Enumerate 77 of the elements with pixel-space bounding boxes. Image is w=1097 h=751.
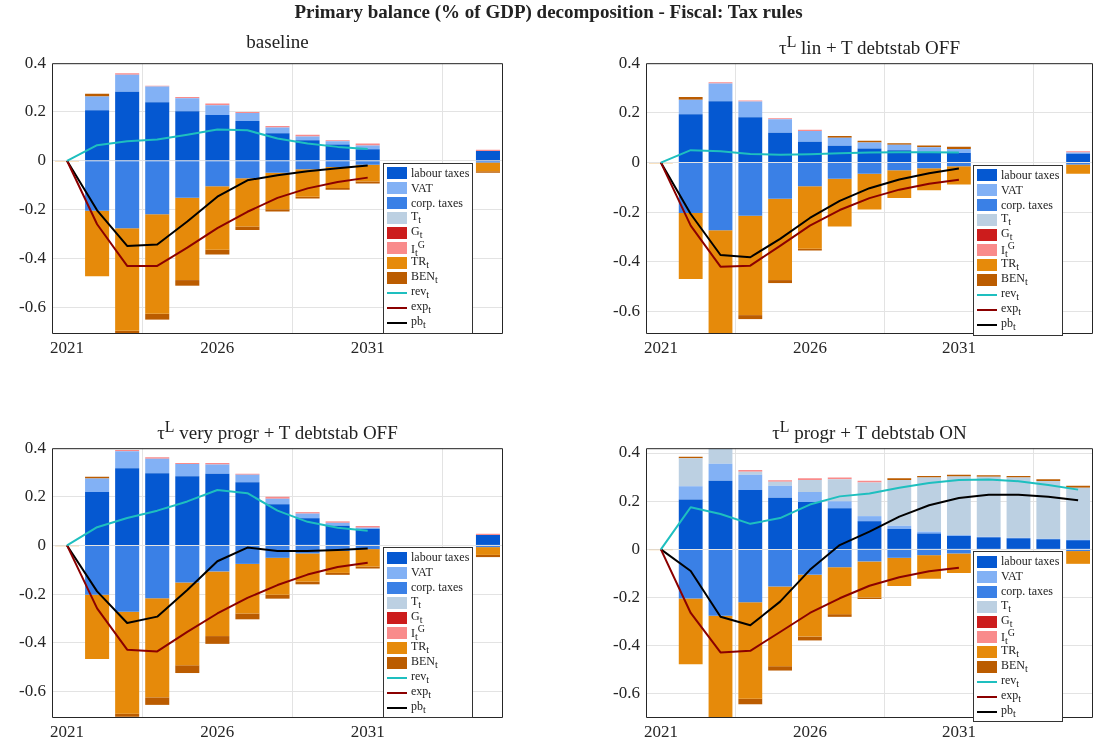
y-tick-label: 0.4 [618, 52, 641, 72]
y-tick-label: 0 [37, 150, 46, 170]
y-tick-label: 0.2 [24, 101, 46, 121]
x-tick-label: 2031 [941, 721, 976, 741]
legend-label: VAT [1001, 569, 1023, 585]
y-tick-label: -0.2 [613, 201, 640, 221]
y-tick-label: -0.6 [19, 680, 46, 700]
legend-label: BEN$_{t}$ [411, 653, 438, 671]
y-tick-label: -0.4 [19, 247, 47, 267]
y-tick-label: -0.4 [19, 632, 47, 652]
legend-label: labour taxes [1001, 167, 1060, 183]
y-tick-label: -0.6 [613, 301, 640, 321]
y-tick-label: -0.4 [613, 635, 641, 655]
legend-label: G$_{t}$ [411, 224, 423, 241]
chart-title: τ$^{L}$ very progr + T debtstab OFF [156, 417, 399, 445]
legend-label: rev$_{t}$ [1001, 285, 1020, 303]
x-tick-label: 2026 [792, 721, 827, 741]
legend-label: corp. taxes [1001, 197, 1053, 213]
legend-label: rev$_{t}$ [1001, 672, 1020, 690]
x-tick-label: 2021 [643, 721, 678, 741]
y-tick-label: -0.2 [19, 583, 46, 603]
y-tick-label: 0.4 [618, 442, 641, 462]
legend-label: T$_{t}$ [411, 209, 422, 226]
legend-label: VAT [411, 180, 433, 196]
legend-label: BEN$_{t}$ [1001, 270, 1028, 288]
legend-label: pb$_{t}$ [1001, 702, 1016, 722]
legend-label: exp$_{t}$ [1001, 300, 1022, 318]
x-tick-label: 2031 [941, 337, 976, 357]
legend-label: corp. taxes [411, 580, 463, 596]
legend-label: pb$_{t}$ [411, 698, 426, 718]
legend-label: labour taxes [411, 165, 470, 181]
y-tick-label: -0.6 [19, 296, 46, 316]
legend-label: rev$_{t}$ [411, 284, 430, 301]
x-tick-label: 2021 [50, 721, 85, 741]
legend-label: pb$_{t}$ [411, 314, 426, 333]
y-tick-label: -0.2 [613, 587, 640, 607]
legend-label: exp$_{t}$ [411, 683, 432, 701]
x-tick-label: 2021 [643, 337, 678, 357]
legend-label: VAT [411, 565, 433, 581]
text: Primary balance (% of GDP) decomposition - Fiscal: Tax rules [293, 0, 804, 24]
legend-label: rev$_{t}$ [411, 668, 430, 686]
y-tick-label: 0.4 [24, 52, 47, 72]
y-tick-label: 0 [37, 534, 46, 554]
legend-label: corp. taxes [411, 195, 463, 211]
x-tick-label: 2026 [200, 337, 235, 357]
legend-label: T$_{t}$ [411, 593, 422, 611]
y-tick-label: -0.6 [613, 683, 640, 703]
chart-subtitle: baseline [245, 31, 310, 53]
y-tick-label: 0.2 [618, 490, 640, 510]
chart-title: τ$^{L}$ lin + T debtstab OFF [778, 32, 961, 60]
y-tick-label: 0 [631, 538, 640, 558]
x-tick-label: 2021 [50, 337, 85, 357]
y-tick-label: 0.2 [618, 102, 640, 122]
y-tick-label: 0 [631, 152, 640, 172]
legend-label: corp. taxes [1001, 584, 1053, 600]
legend-label: labour taxes [411, 550, 470, 566]
legend-label: exp$_{t}$ [1001, 687, 1022, 705]
x-tick-label: 2031 [350, 721, 385, 741]
x-tick-label: 2026 [792, 337, 827, 357]
y-tick-label: -0.2 [19, 199, 46, 219]
legend-label: VAT [1001, 182, 1023, 198]
legend-label: labour taxes [1001, 554, 1060, 570]
y-tick-label: -0.4 [613, 251, 641, 271]
legend-label: T$_{t}$ [1001, 597, 1012, 615]
y-tick-label: 0.2 [24, 486, 46, 506]
legend-label: T$_{t}$ [1001, 210, 1012, 228]
legend-label: BEN$_{t}$ [1001, 657, 1028, 675]
legend-label: G$_{t}$ [1001, 225, 1013, 243]
x-tick-label: 2031 [350, 337, 385, 357]
legend-label: pb$_{t}$ [1001, 315, 1016, 335]
x-tick-label: 2026 [200, 721, 235, 741]
legend-label: BEN$_{t}$ [411, 269, 438, 286]
legend-label: G$_{t}$ [411, 608, 423, 626]
chart-title: τ$^{L}$ progr + T debtstab ON [771, 417, 968, 445]
legend-label: exp$_{t}$ [411, 299, 432, 316]
legend-label: G$_{t}$ [1001, 612, 1013, 630]
y-tick-label: 0.4 [24, 437, 47, 457]
